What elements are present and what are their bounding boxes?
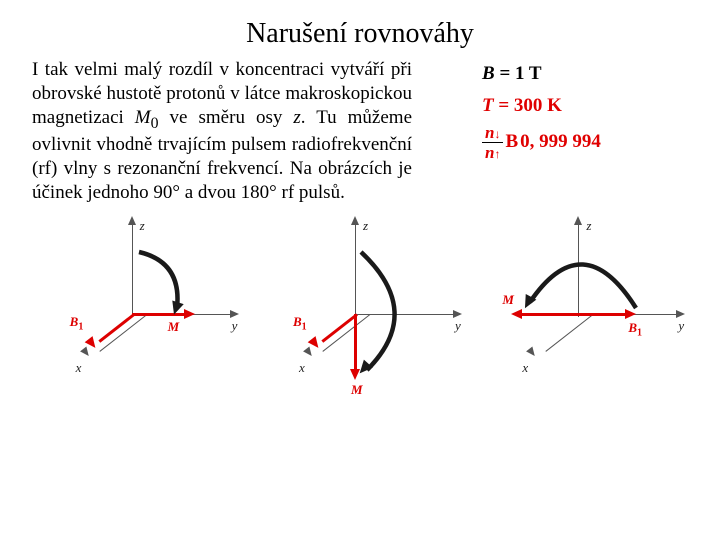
label-x: x (522, 360, 528, 376)
sym-m0-sub: 0 (151, 114, 159, 131)
content-columns: I tak velmi malý rozdíl v koncentraci vy… (0, 50, 720, 204)
sym-m0: M (135, 107, 151, 128)
sym-z: z (293, 107, 300, 128)
arrowhead-y (676, 310, 685, 318)
sym-t: T (482, 95, 498, 116)
eq-text: = 300 K (498, 95, 562, 116)
formula-line-2: T = 300 K (482, 90, 601, 122)
label-b1: B1 (70, 314, 84, 333)
diagram-180b: z y x B1 M (478, 214, 688, 414)
label-z: z (140, 218, 145, 234)
diagram-row: z y x B1 M z y x B1 (0, 204, 720, 414)
sym-b: B (482, 63, 495, 84)
sym-b-op: B (503, 126, 520, 158)
label-b1: B1 (293, 314, 307, 333)
formula-line-3: n↓ n↑ B 0, 999 994 (482, 123, 601, 162)
para-text: ve směru osy (159, 107, 294, 128)
formula-line-1: B = 1 T (482, 58, 601, 90)
sub-up: ↑ (494, 147, 500, 161)
arrowhead-x (526, 347, 538, 359)
label-y: y (455, 318, 461, 334)
curve-arrow (518, 244, 648, 324)
arrowhead-y (453, 310, 462, 318)
ratio-value: 0, 999 994 (520, 126, 601, 158)
eq-text: = 1 T (499, 63, 541, 84)
label-y: y (232, 318, 238, 334)
page-title: Narušení rovnováhy (0, 0, 720, 50)
label-z: z (586, 218, 591, 234)
label-y: y (678, 318, 684, 334)
ratio-fraction: n↓ n↑ (482, 123, 503, 162)
arrowhead-z (574, 216, 582, 225)
arrowhead-z (351, 216, 359, 225)
diagram-90: z y x B1 M (32, 214, 242, 414)
arrowhead-z (128, 216, 136, 225)
curve-arrow (343, 242, 433, 382)
label-m: M (351, 382, 363, 398)
arrowhead-y (230, 310, 239, 318)
main-paragraph: I tak velmi malý rozdíl v koncentraci vy… (32, 58, 412, 204)
sub-down: ↓ (494, 127, 500, 141)
formula-block: B = 1 T T = 300 K n↓ n↑ B 0, 999 994 (482, 58, 601, 204)
label-m: M (502, 292, 514, 308)
label-x: x (299, 360, 305, 376)
label-x: x (76, 360, 82, 376)
diagram-180a: z y x B1 M (255, 214, 465, 414)
curve-arrow (127, 244, 197, 324)
label-z: z (363, 218, 368, 234)
